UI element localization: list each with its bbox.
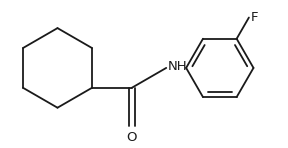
Text: F: F	[251, 11, 258, 24]
Text: O: O	[126, 131, 137, 144]
Text: NH: NH	[168, 60, 187, 73]
